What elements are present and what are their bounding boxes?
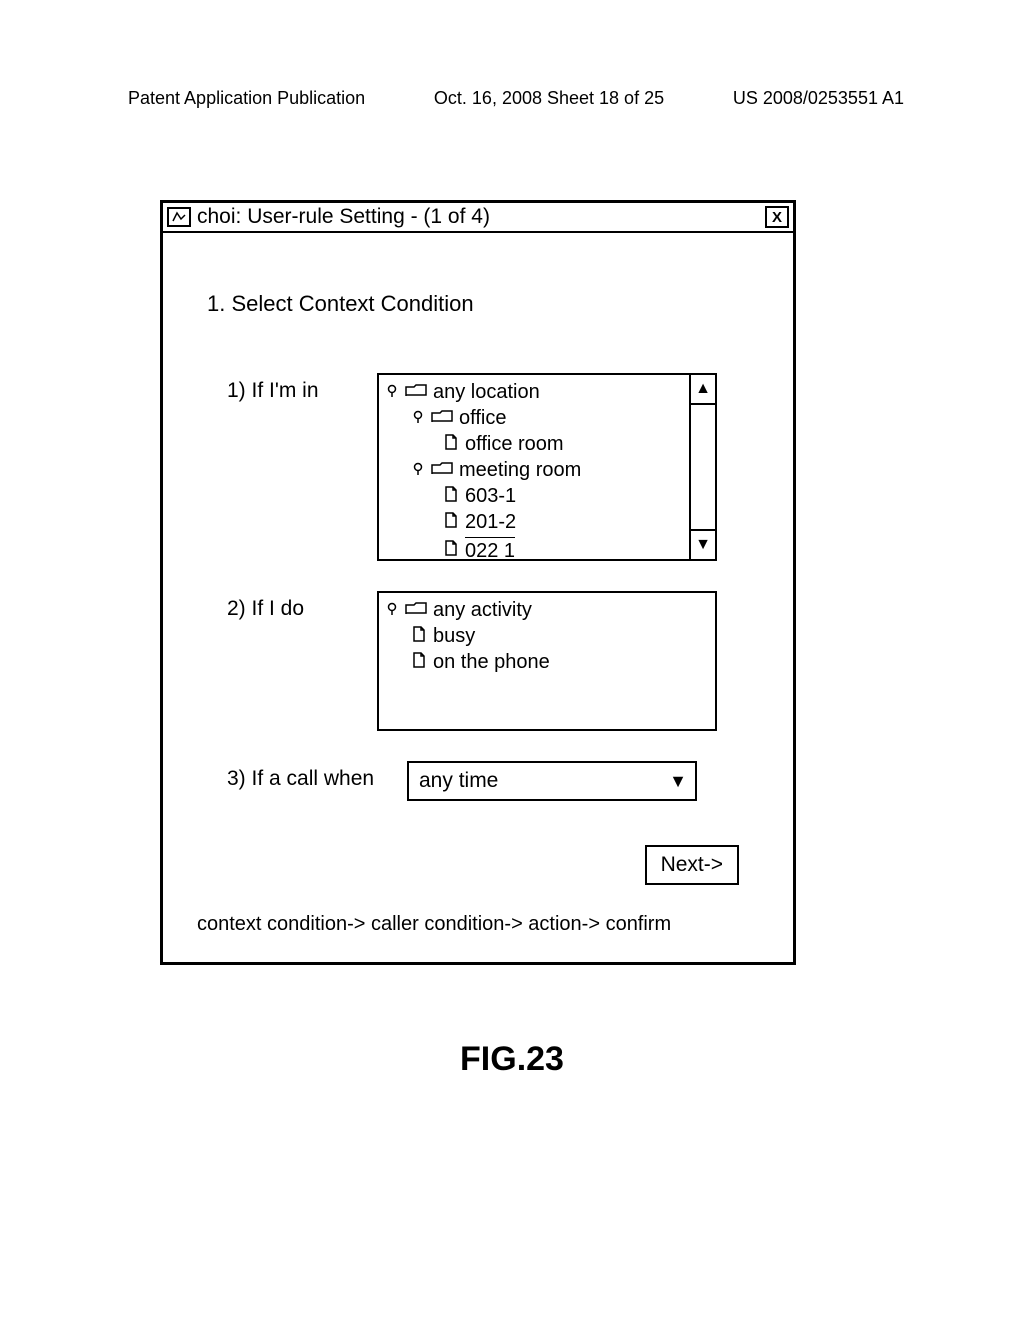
expand-icon <box>385 379 399 405</box>
titlebar: choi: User-rule Setting - (1 of 4) X <box>163 203 793 233</box>
file-icon <box>443 537 459 560</box>
scroll-up-icon[interactable]: ▲ <box>691 375 715 403</box>
header-middle: Oct. 16, 2008 Sheet 18 of 25 <box>434 88 664 109</box>
dialog-window: choi: User-rule Setting - (1 of 4) X 1. … <box>160 200 796 965</box>
expand-icon <box>411 405 425 431</box>
next-row: Next-> <box>187 845 769 885</box>
tree-item-office[interactable]: office <box>385 405 689 431</box>
tree-item-any-location[interactable]: any location <box>385 379 689 405</box>
expand-icon <box>411 457 425 483</box>
tree-item-022-1[interactable]: 022 1 <box>385 535 689 559</box>
tree-label: busy <box>433 623 475 649</box>
tree-item-office-room[interactable]: office room <box>385 431 689 457</box>
breadcrumb: context condition-> caller condition-> a… <box>197 913 769 936</box>
file-icon <box>411 623 427 649</box>
scroll-track[interactable] <box>691 403 715 531</box>
header-left: Patent Application Publication <box>128 88 365 109</box>
tree-label: 201-2 <box>465 509 516 535</box>
tree-item-meeting-room[interactable]: meeting room <box>385 457 689 483</box>
window-body: 1. Select Context Condition 1) If I'm in… <box>163 233 793 962</box>
condition-2-row: 2) If I do any activity busy <box>187 591 769 731</box>
tree-label: office room <box>465 431 564 457</box>
tree-label: on the phone <box>433 649 550 675</box>
condition-2-label: 2) If I do <box>187 591 377 621</box>
window-title: choi: User-rule Setting - (1 of 4) <box>197 205 759 229</box>
location-tree-content: any location office office room <box>379 375 689 559</box>
condition-3-row: 3) If a call when any time ▼ <box>187 761 769 801</box>
file-icon <box>443 483 459 509</box>
condition-3-label: 3) If a call when <box>187 761 407 791</box>
file-icon <box>411 649 427 675</box>
location-tree[interactable]: any location office office room <box>377 373 717 561</box>
time-dropdown[interactable]: any time ▼ <box>407 761 697 801</box>
folder-icon <box>431 405 453 431</box>
activity-tree[interactable]: any activity busy on the phone <box>377 591 717 731</box>
tree-item-201-2[interactable]: 201-2 <box>385 509 689 535</box>
page-header: Patent Application Publication Oct. 16, … <box>0 88 1024 109</box>
tree-item-603-1[interactable]: 603-1 <box>385 483 689 509</box>
next-button[interactable]: Next-> <box>645 845 739 885</box>
scroll-down-icon[interactable]: ▼ <box>691 531 715 559</box>
figure-label: FIG.23 <box>0 1040 1024 1079</box>
header-right: US 2008/0253551 A1 <box>733 88 904 109</box>
expand-icon <box>385 597 399 623</box>
condition-1-row: 1) If I'm in any location offic <box>187 373 769 561</box>
tree-label: office <box>459 405 506 431</box>
activity-tree-content: any activity busy on the phone <box>379 593 715 729</box>
tree-item-on-phone[interactable]: on the phone <box>385 649 715 675</box>
app-icon <box>167 207 191 227</box>
tree-label: any location <box>433 379 540 405</box>
section-heading: 1. Select Context Condition <box>207 291 769 317</box>
tree-label: meeting room <box>459 457 581 483</box>
folder-icon <box>431 457 453 483</box>
dropdown-value: any time <box>409 769 661 793</box>
folder-icon <box>405 597 427 623</box>
chevron-down-icon[interactable]: ▼ <box>661 763 695 799</box>
tree-label: 022 1 <box>465 537 515 559</box>
folder-icon <box>405 379 427 405</box>
figure-window-wrap: choi: User-rule Setting - (1 of 4) X 1. … <box>160 200 796 965</box>
scrollbar[interactable]: ▲ ▼ <box>689 375 715 559</box>
tree-label: any activity <box>433 597 532 623</box>
condition-1-label: 1) If I'm in <box>187 373 377 403</box>
tree-item-busy[interactable]: busy <box>385 623 715 649</box>
file-icon <box>443 431 459 457</box>
close-button[interactable]: X <box>765 206 789 228</box>
tree-label: 603-1 <box>465 483 516 509</box>
tree-item-any-activity[interactable]: any activity <box>385 597 715 623</box>
file-icon <box>443 509 459 535</box>
